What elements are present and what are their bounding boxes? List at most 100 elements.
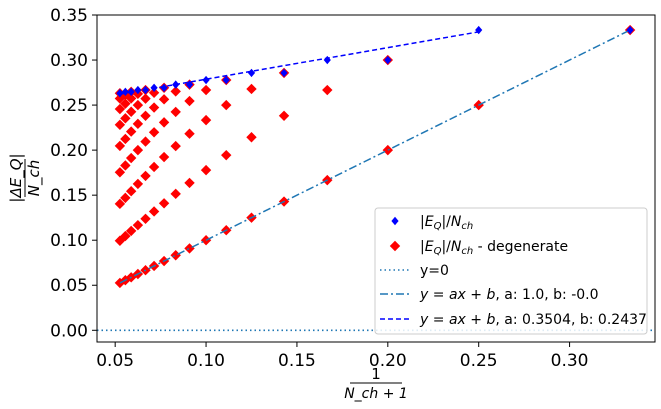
eq-point [222, 75, 230, 85]
degenerate-point [132, 99, 144, 111]
degenerate-point [158, 94, 170, 105]
y-tick-label: 0.30 [50, 51, 88, 71]
degenerate-point [170, 140, 181, 152]
chart-marks [97, 24, 655, 332]
degenerate-point [148, 102, 160, 113]
fit-line-slope-0-3504 [119, 31, 479, 95]
eq-point [134, 85, 142, 95]
eq-point [384, 55, 392, 65]
degenerate-point [114, 140, 126, 152]
y-axis-label-numerator: |ΔE_Q| [7, 153, 26, 202]
degenerate-point [120, 160, 131, 171]
degenerate-point [170, 188, 181, 200]
degenerate-point [221, 149, 232, 161]
degenerate-point [120, 133, 131, 145]
degenerate-point [170, 250, 181, 261]
degenerate-point [184, 177, 195, 189]
legend-handle-eq [391, 216, 399, 226]
degenerate-point [184, 128, 195, 139]
legend-label: |EQ|/Nch [420, 214, 473, 232]
degenerate-point [140, 110, 151, 122]
degenerate-point [114, 93, 126, 104]
legend-label: y = ax + b, a: 0.3504, b: 0.2437 [419, 312, 647, 328]
x-axis-label-denominator: N_ch + 1 [344, 386, 408, 402]
eq-point [160, 83, 168, 92]
degenerate-point [125, 225, 137, 237]
degenerate-point [125, 186, 137, 197]
y-tick-label: 0.25 [50, 96, 88, 116]
degenerate-point [184, 243, 195, 254]
degenerate-point [148, 161, 160, 173]
legend-box [374, 207, 648, 335]
degenerate-point [114, 119, 126, 131]
degenerate-point [125, 152, 137, 164]
degenerate-point [246, 132, 257, 143]
degenerate-point [184, 95, 195, 107]
degenerate-point [114, 103, 126, 115]
legend: |EQ|/Nch |EQ|/Nch - degenerate y=0 y = ax +… [374, 207, 648, 335]
degenerate-point [200, 114, 212, 126]
degenerate-point [158, 198, 170, 209]
degenerate-point [170, 106, 181, 118]
y-tick-label: 0.35 [50, 6, 88, 26]
eq-point [247, 68, 256, 78]
legend-label: |EQ|/Nch - degenerate [420, 239, 568, 257]
eq-point [626, 25, 634, 35]
x-tick-label: 0.10 [187, 351, 225, 371]
degenerate-point [200, 84, 212, 96]
legend-label: y = ax + b, a: 1.0, b: -0.0 [419, 287, 599, 303]
degenerate-point [200, 164, 212, 176]
y-tick-label: 0.15 [50, 186, 88, 206]
x-tick-label: 0.20 [369, 351, 407, 371]
degenerate-point [140, 213, 151, 224]
eq-point [323, 55, 331, 65]
degenerate-point [246, 83, 257, 95]
plot-frame [96, 14, 656, 343]
degenerate-point [114, 167, 126, 178]
degenerate-point [140, 93, 151, 104]
x-tick-label: 0.30 [551, 351, 589, 371]
degenerate-point [148, 206, 160, 217]
eq-point [280, 68, 288, 78]
degenerate-point [132, 178, 144, 190]
degenerate-point [170, 86, 181, 97]
degenerate-point [140, 170, 151, 182]
x-tick-label: 0.25 [460, 351, 498, 371]
degenerate-point [125, 93, 137, 104]
y-tick-label: 0.10 [50, 231, 88, 251]
degenerate-point [120, 98, 131, 109]
degenerate-point [132, 118, 144, 130]
degenerate-point [114, 198, 126, 210]
eq-point [121, 87, 129, 97]
x-axis: 0.05 0.10 0.15 0.20 0.25 0.30 [96, 342, 589, 371]
degenerate-point [125, 126, 137, 137]
y-tick-label: 0.00 [50, 321, 88, 341]
x-axis-label-numerator: 1 [371, 365, 381, 383]
degenerate-point [148, 127, 160, 138]
degenerate-point [114, 235, 126, 246]
legend-handle-degenerate [389, 240, 401, 252]
y-axis: 0.00 0.05 0.10 0.15 0.20 0.25 0.30 0.35 [50, 6, 97, 341]
degenerate-point [132, 144, 144, 156]
degenerate-point [120, 192, 131, 204]
y-axis-label-denominator: N_ch [25, 160, 44, 196]
x-tick-label: 0.15 [278, 351, 316, 371]
fit-line-slope-1 [119, 29, 631, 284]
degenerate-point [221, 99, 232, 111]
y-tick-label: 0.05 [50, 276, 88, 296]
degenerate-point [158, 117, 170, 128]
eq-point [116, 88, 124, 98]
degenerate-point [120, 113, 131, 124]
degenerate-point [148, 87, 160, 98]
degenerate-point [125, 106, 137, 117]
degenerate-point [120, 230, 131, 242]
x-tick-label: 0.05 [96, 351, 134, 371]
x-axis-label: 1 N_ch + 1 [344, 365, 408, 402]
eq-point [202, 75, 210, 85]
y-tick-label: 0.20 [50, 141, 88, 161]
eq-point [475, 25, 483, 35]
degenerate-point [322, 84, 333, 96]
degenerate-point [278, 110, 290, 122]
legend-label: y=0 [420, 263, 449, 279]
